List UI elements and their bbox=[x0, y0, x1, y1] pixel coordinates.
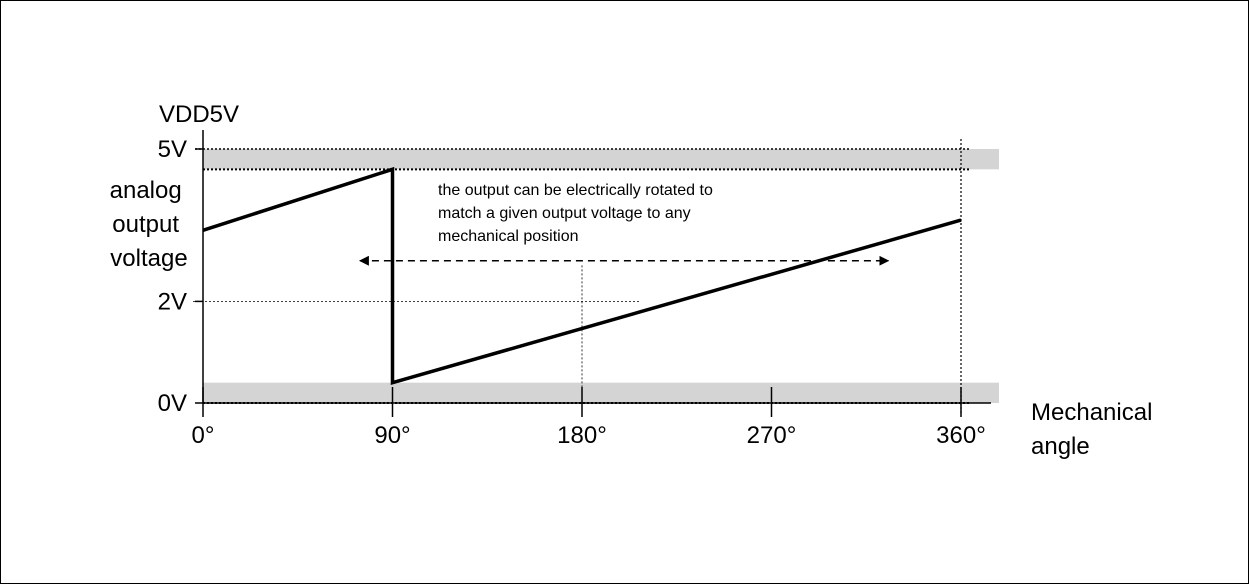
y-tick-label: 2V bbox=[158, 288, 187, 315]
x-axis-label: Mechanical angle bbox=[1031, 399, 1159, 460]
x-tick-label: 360° bbox=[936, 422, 986, 449]
supply-label: VDD5V bbox=[159, 101, 239, 128]
rotation-annotation: the output can be electrically rotated t… bbox=[438, 182, 713, 245]
y-tick-label: 0V bbox=[158, 390, 187, 417]
x-tick-label: 180° bbox=[557, 422, 607, 449]
x-tick-label: 0° bbox=[192, 422, 215, 449]
clamp-band-0 bbox=[203, 149, 999, 170]
y-tick-label: 5V bbox=[158, 136, 187, 163]
x-tick-label: 90° bbox=[374, 422, 410, 449]
x-tick-label: 270° bbox=[747, 422, 797, 449]
y-axis-label: analog output voltage bbox=[110, 177, 189, 272]
clamp-band-1 bbox=[203, 382, 999, 403]
output-voltage-line-0 bbox=[202, 166, 962, 386]
